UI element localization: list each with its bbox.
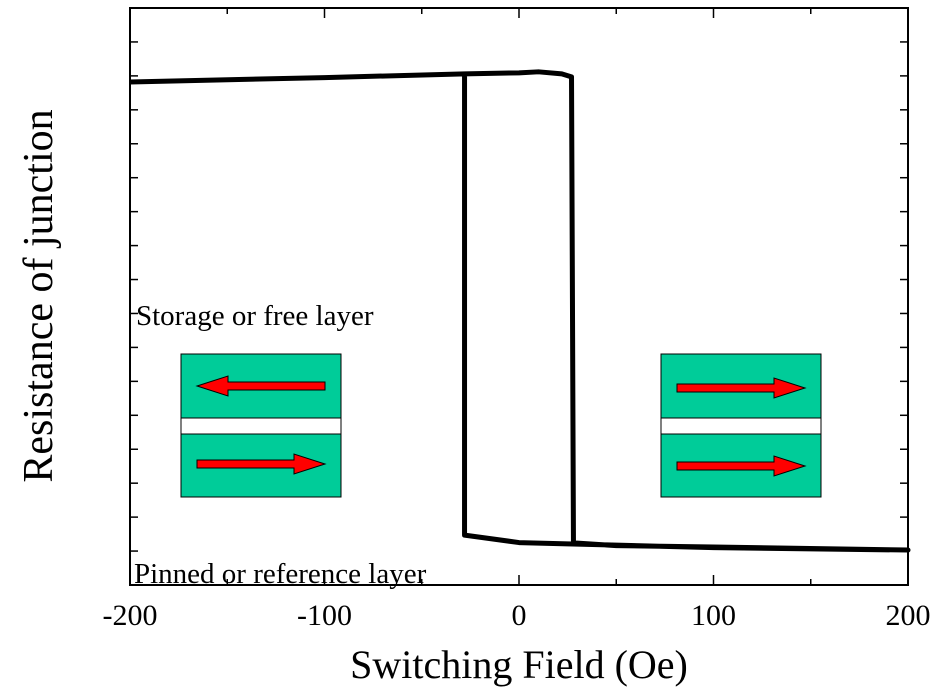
y-axis-label: Resistance of junction: [16, 109, 62, 482]
annotation: Pinned or reference layer: [134, 558, 427, 590]
x-tick-label: 200: [886, 599, 931, 632]
annotation: Storage or free layer: [136, 300, 374, 332]
inset-parallel: [660, 353, 822, 498]
x-tick-label: -100: [297, 599, 352, 632]
plot-frame: [129, 7, 909, 586]
x-tick-label: 0: [512, 599, 527, 632]
inset-antiparallel: [180, 353, 342, 498]
data-line: [129, 69, 911, 553]
x-tick-label: 100: [691, 599, 736, 632]
x-tick-label: -200: [103, 599, 158, 632]
x-axis-label: Switching Field (Oe): [350, 642, 688, 687]
